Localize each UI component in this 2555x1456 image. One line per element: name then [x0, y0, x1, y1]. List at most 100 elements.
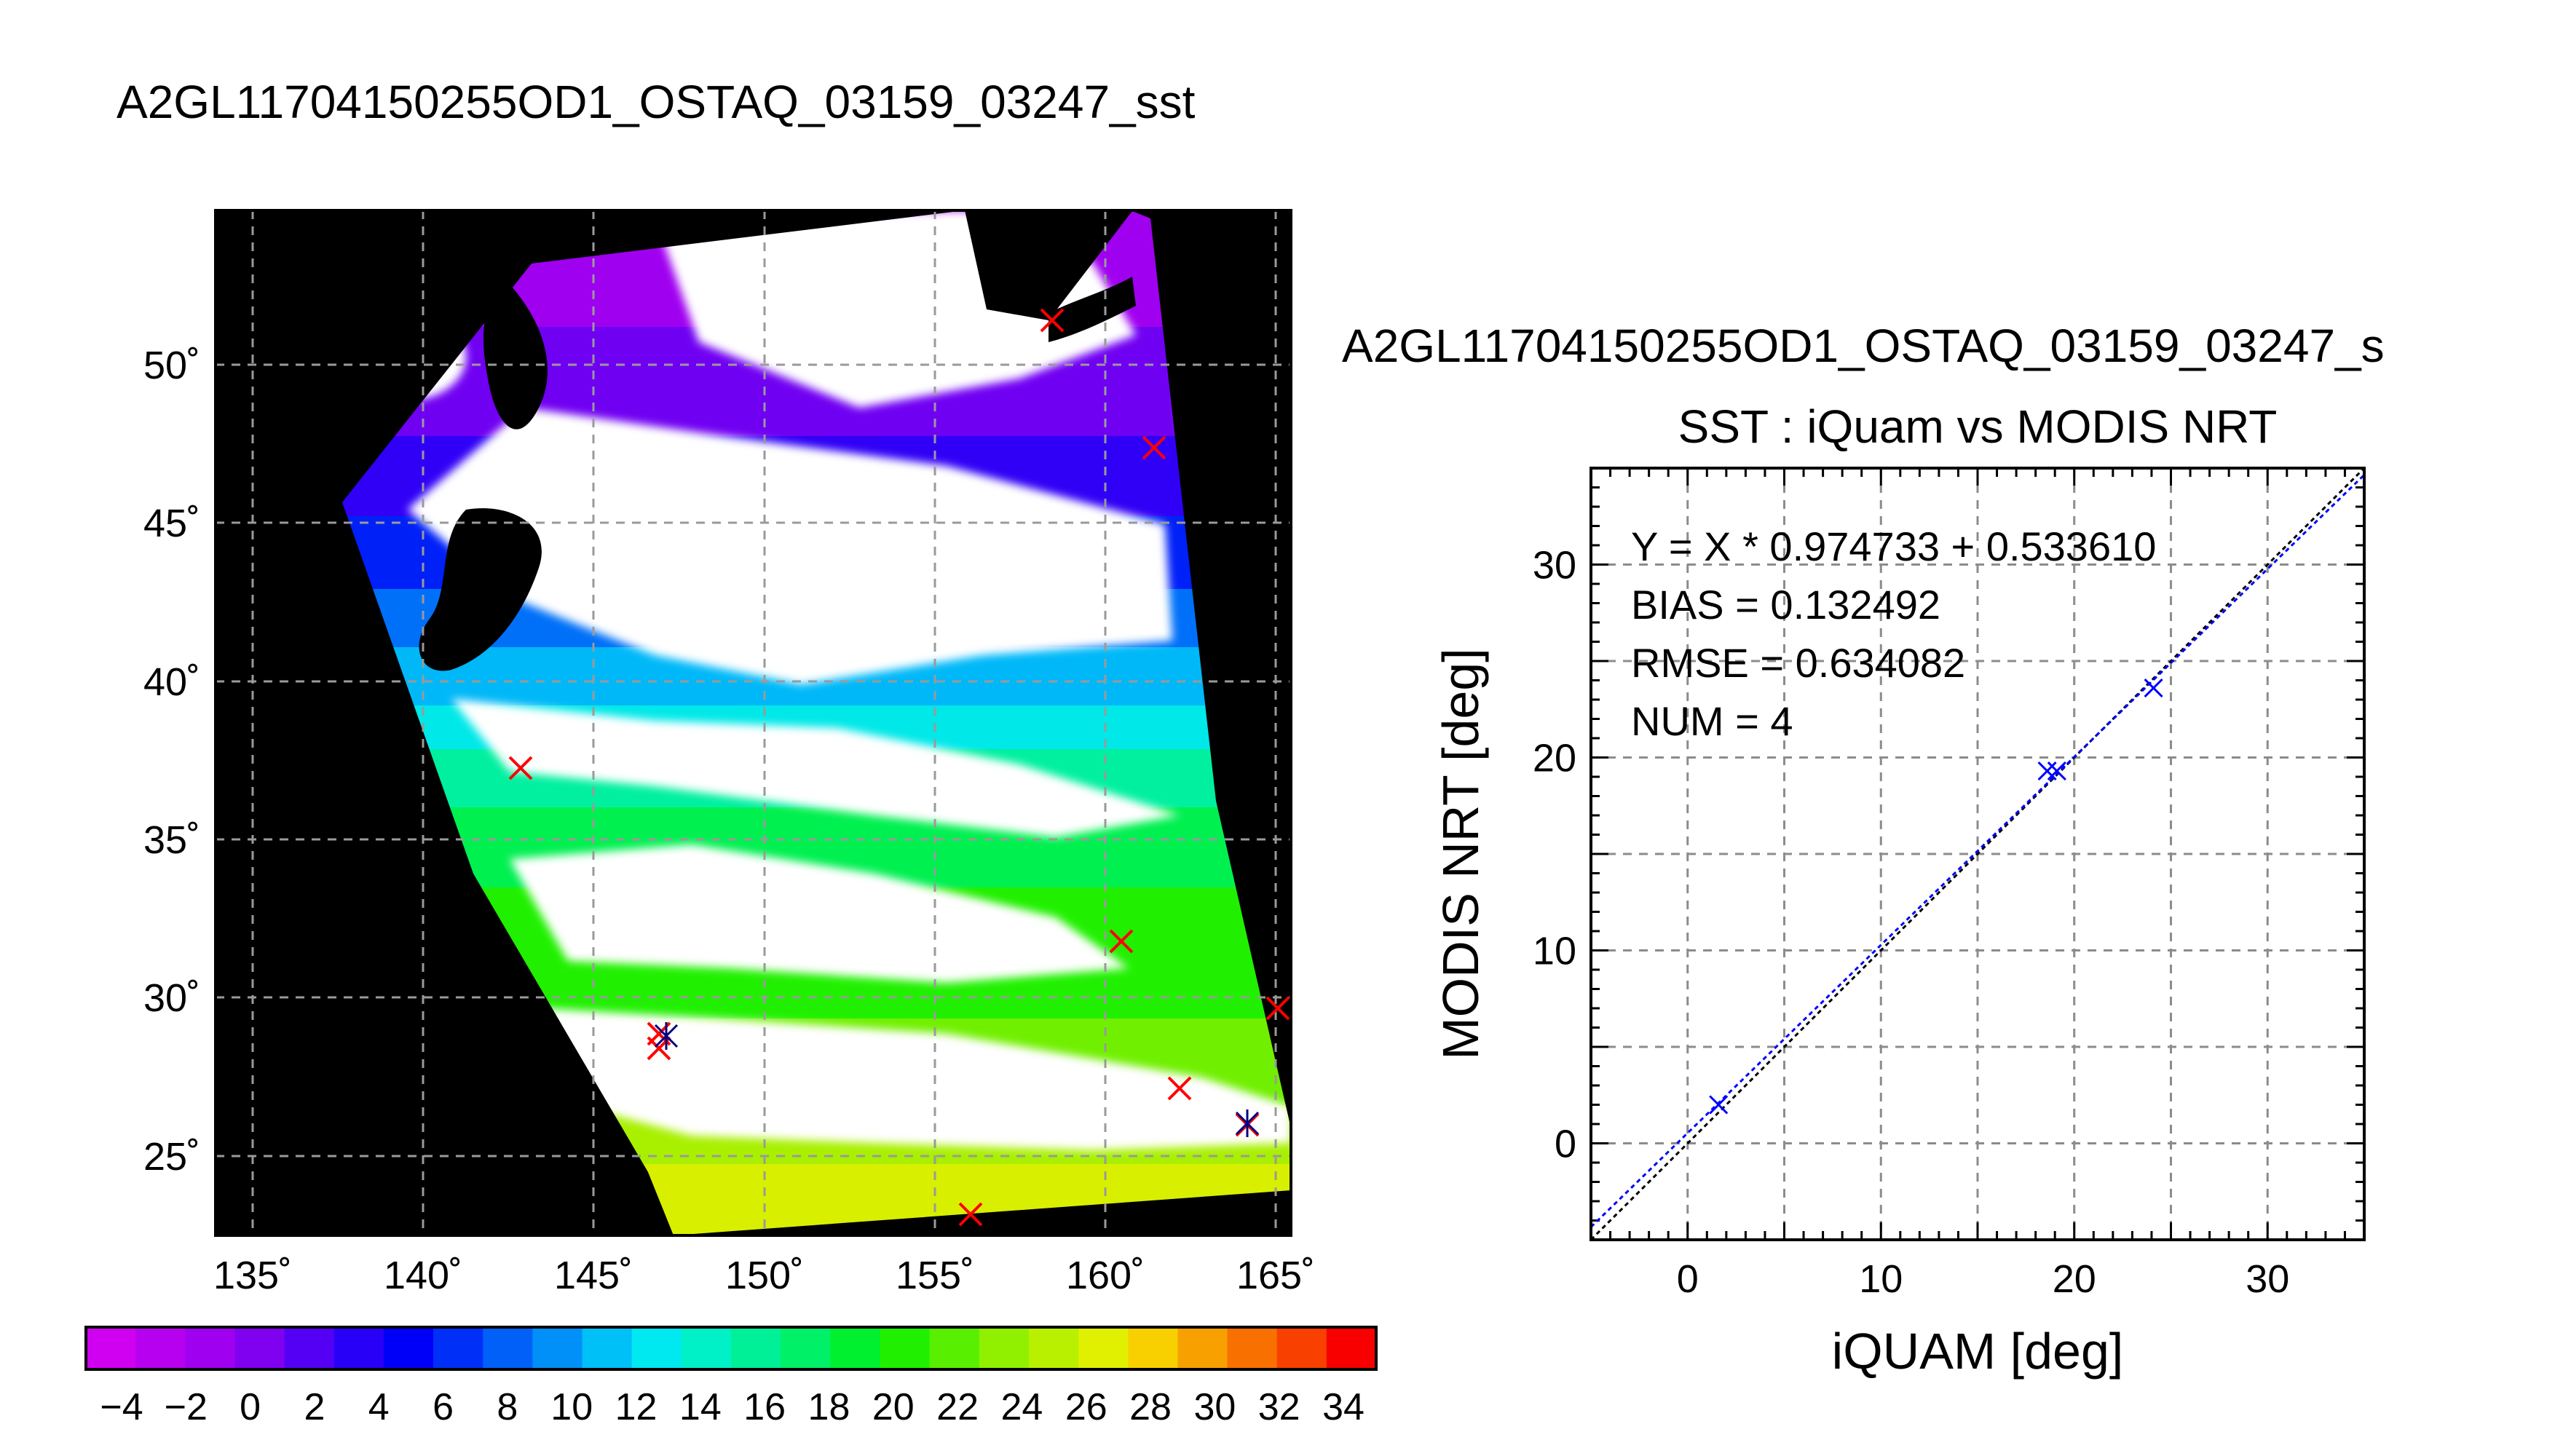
colorbar-cell [880, 1327, 931, 1369]
map-match-markers [508, 308, 1290, 1227]
colorbar-cell [1128, 1327, 1178, 1369]
bias-value: BIAS = 0.132492 [1631, 582, 1940, 628]
colorbar-cell [830, 1327, 881, 1369]
colorbar-tick-label: 32 [1258, 1386, 1300, 1428]
map-frame [214, 209, 1292, 1237]
lat-label: 50˚ [143, 344, 200, 387]
colorbar-frame [84, 1326, 1378, 1371]
x-axis-label: iQUAM [deg] [1832, 1323, 2124, 1380]
colorbar-cell [1276, 1327, 1327, 1369]
figure-title: A2GL11704150255OD1_OSTAQ_03159_03247_sst [117, 76, 1196, 128]
colorbar-tick-labels: −4 −2 0 2 4 6 8 10 12 14 16 18 20 22 24 26 28 30 32 34 [100, 1386, 1365, 1428]
lat-label: 40˚ [143, 660, 200, 704]
asterisk-marker [1235, 1109, 1260, 1137]
scatter-point [2037, 761, 2057, 781]
lon-label: 165˚ [1236, 1254, 1315, 1297]
colorbar-cell [86, 1327, 136, 1369]
colorbar-tick-label: 4 [368, 1386, 390, 1428]
num-value: NUM = 4 [1631, 698, 1793, 744]
colorbar-cell [1177, 1327, 1228, 1369]
colorbar-tick-label: 30 [1193, 1386, 1236, 1428]
colorbar-tick-label: 12 [615, 1386, 657, 1428]
red-x-marker [1142, 435, 1166, 460]
colorbar-tick-label: 26 [1065, 1386, 1107, 1428]
colorbar-tick-label: 18 [808, 1386, 850, 1428]
colorbar-tick-label: 6 [433, 1386, 454, 1428]
colorbar-tick-label: −4 [100, 1386, 143, 1428]
colorbar-cell [631, 1327, 682, 1369]
stats-annotations: Y = X * 0.974733 + 0.533610 BIAS = 0.132… [1631, 523, 2156, 744]
scatter-points [1709, 678, 2163, 1115]
colorbar-tick-label: −2 [165, 1386, 208, 1428]
colorbar-tick-label: 8 [497, 1386, 518, 1428]
x-tick-label: 30 [2246, 1257, 2289, 1301]
asterisk-marker [654, 1022, 679, 1050]
colorbar-cell [781, 1327, 831, 1369]
x-tick-label: 0 [1677, 1257, 1699, 1301]
colorbar-cell [383, 1327, 434, 1369]
colorbar-cell [929, 1327, 980, 1369]
colorbar-cell [1326, 1327, 1377, 1369]
lon-label: 135˚ [213, 1254, 292, 1297]
colorbar-cell [1028, 1327, 1079, 1369]
map-lat-labels: 50˚ 45˚ 40˚ 35˚ 30˚ 25˚ [143, 344, 200, 1179]
scatter-point [1709, 1095, 1729, 1115]
fit-line [1591, 474, 2364, 1228]
red-x-marker [958, 1202, 983, 1227]
lon-label: 145˚ [554, 1254, 633, 1297]
colorbar-cell [433, 1327, 483, 1369]
colorbar-tick-label: 14 [679, 1386, 722, 1428]
colorbar-cell [284, 1327, 335, 1369]
colorbar-cell [135, 1327, 186, 1369]
scatter-subtitle: SST : iQuam vs MODIS NRT [1678, 400, 2278, 453]
map-lon-labels: 135˚ 140˚ 145˚ 150˚ 155˚ 160˚ 165˚ [213, 1254, 1315, 1297]
y-tick-label: 10 [1533, 930, 1576, 973]
colorbar-cell [185, 1327, 236, 1369]
map-gridlines [216, 210, 1291, 1235]
colorbar-tick-label: 16 [743, 1386, 786, 1428]
lon-label: 160˚ [1066, 1254, 1145, 1297]
y-tick-label: 0 [1555, 1123, 1576, 1166]
red-x-marker [1109, 929, 1134, 954]
y-tick-label: 30 [1533, 544, 1576, 587]
scatter-frame [1590, 467, 2366, 1241]
colorbar-cell [234, 1327, 285, 1369]
y-axis-label: MODIS NRT [deg] [1432, 648, 1489, 1059]
colorbar-cell [532, 1327, 583, 1369]
x-tick-label: 20 [2053, 1257, 2096, 1301]
colorbar-cell [483, 1327, 533, 1369]
colorbar-cell [979, 1327, 1030, 1369]
colorbar-tick-label: 20 [872, 1386, 915, 1428]
rmse-value: RMSE = 0.634082 [1631, 640, 1965, 686]
colorbar-cell [1227, 1327, 1278, 1369]
red-x-marker [1167, 1076, 1192, 1101]
map-station-markers [654, 1022, 1260, 1137]
y-tick-label: 20 [1533, 737, 1576, 780]
colorbar-cell [731, 1327, 781, 1369]
red-x-marker [508, 756, 533, 780]
scatter-plot: A2GL11704150255OD1_OSTAQ_03159_03247_s S… [1342, 320, 2385, 1380]
x-tick-label: 10 [1859, 1257, 1903, 1301]
colorbar-tick-label: 24 [1000, 1386, 1043, 1428]
scatter-title: A2GL11704150255OD1_OSTAQ_03159_03247_s [1342, 320, 2385, 372]
colorbar-tick-label: 0 [240, 1386, 261, 1428]
land-mask [419, 277, 1136, 671]
x-tick-labels: 0 10 20 30 [1677, 1257, 2290, 1301]
colorbar-tick-label: 2 [304, 1386, 325, 1428]
colorbar-tick-label: 10 [550, 1386, 593, 1428]
colorbar-cell [333, 1327, 384, 1369]
lat-label: 45˚ [143, 502, 200, 545]
identity-line [1591, 468, 2364, 1240]
y-tick-labels: 0 10 20 30 [1533, 544, 1576, 1166]
lon-label: 150˚ [725, 1254, 804, 1297]
red-x-marker [1265, 996, 1290, 1021]
lat-label: 25˚ [143, 1135, 200, 1179]
fit-equation: Y = X * 0.974733 + 0.533610 [1631, 523, 2156, 569]
colorbar-tick-label: 34 [1322, 1386, 1365, 1428]
colorbar-tick-label: 22 [936, 1386, 979, 1428]
lat-label: 35˚ [143, 818, 200, 862]
colorbar-cell [1078, 1327, 1129, 1369]
scatter-point [2144, 678, 2163, 698]
colorbar-cell [582, 1327, 633, 1369]
